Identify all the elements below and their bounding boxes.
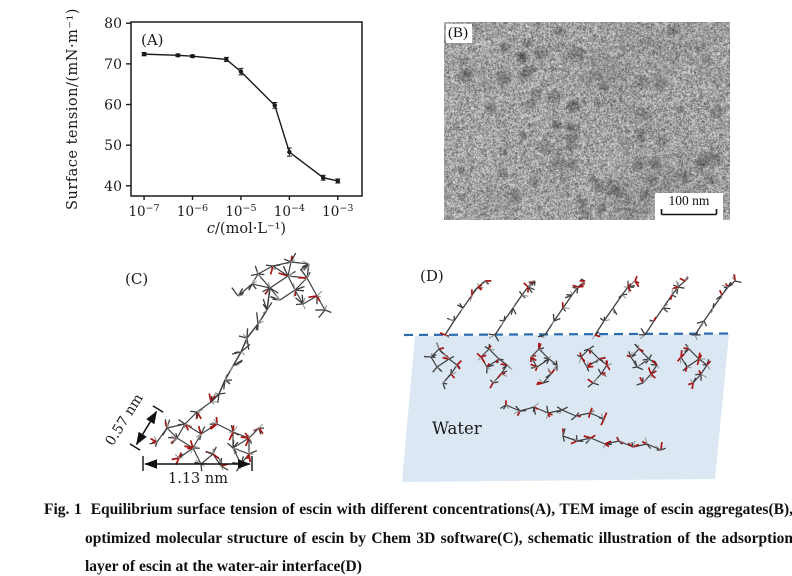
- dim-113-label: 1.13 nm: [168, 471, 228, 487]
- data-point: [321, 175, 326, 180]
- panel-b-label: (B): [446, 24, 472, 43]
- x-tick-label: 10−7: [128, 203, 159, 220]
- molecule-structure-svg: (C) 0.57 nm 1.13 nm: [102, 252, 332, 487]
- figure-caption: Fig. 1 Equilibrium surface tension of esc…: [44, 496, 792, 576]
- y-tick-label: 40: [104, 179, 122, 195]
- data-point: [272, 103, 277, 108]
- figure-number: Fig. 1: [44, 501, 82, 518]
- data-point: [335, 178, 340, 184]
- x-axis-label: c/(mol·L⁻¹): [207, 221, 286, 237]
- scale-bar-text: 100 nm: [668, 193, 710, 208]
- data-point: [224, 57, 229, 62]
- data-point: [287, 149, 292, 155]
- data-point: [238, 69, 244, 74]
- panel-d-schematic: (D) Water: [398, 253, 790, 490]
- escin-molecule: [149, 252, 332, 472]
- scale-bar: 100 nm: [655, 193, 723, 220]
- interface-dashed-line: [403, 332, 733, 337]
- surface-tension-chart: 40 50 60 70 80 10−7 10−6 10−5 10−4 10−3 Surface te…: [65, 8, 363, 237]
- x-tick-label: 10−6: [177, 203, 208, 220]
- y-tick-label: 80: [104, 16, 122, 32]
- panel-a-label: (A): [141, 31, 164, 49]
- data-point: [141, 51, 147, 57]
- y-axis-label: Surface tension/(mN·m⁻¹): [65, 8, 81, 210]
- panel-c-label: (C): [125, 270, 148, 288]
- x-tick-label: 10−4: [274, 203, 305, 220]
- y-tick-label: 60: [104, 98, 122, 114]
- caption-text: Equilibrium surface tension of escin wit…: [85, 501, 792, 575]
- x-tick-label: 10−3: [322, 203, 353, 220]
- panel-d-label: (D): [420, 267, 444, 285]
- panel-b-tem: (B) 100 nm: [444, 22, 730, 220]
- interface-molecules: [424, 274, 742, 451]
- adsorption-schematic-svg: (D) Water: [402, 267, 742, 482]
- y-tick-label: 50: [104, 138, 122, 154]
- panel-c-molecule: (C) 0.57 nm 1.13 nm: [95, 252, 395, 495]
- x-tick-label: 10−5: [225, 203, 256, 220]
- y-tick-label: 70: [104, 57, 122, 73]
- water-label: Water: [432, 419, 482, 438]
- dimension-113: 1.13 nm: [142, 456, 253, 487]
- tem-image: [444, 22, 730, 220]
- data-point: [175, 53, 181, 58]
- data-point: [190, 53, 195, 59]
- scale-bar-line: [660, 209, 718, 216]
- panel-a-chart: 40 50 60 70 80 10−7 10−6 10−5 10−4 10−3 Surface te…: [55, 3, 400, 254]
